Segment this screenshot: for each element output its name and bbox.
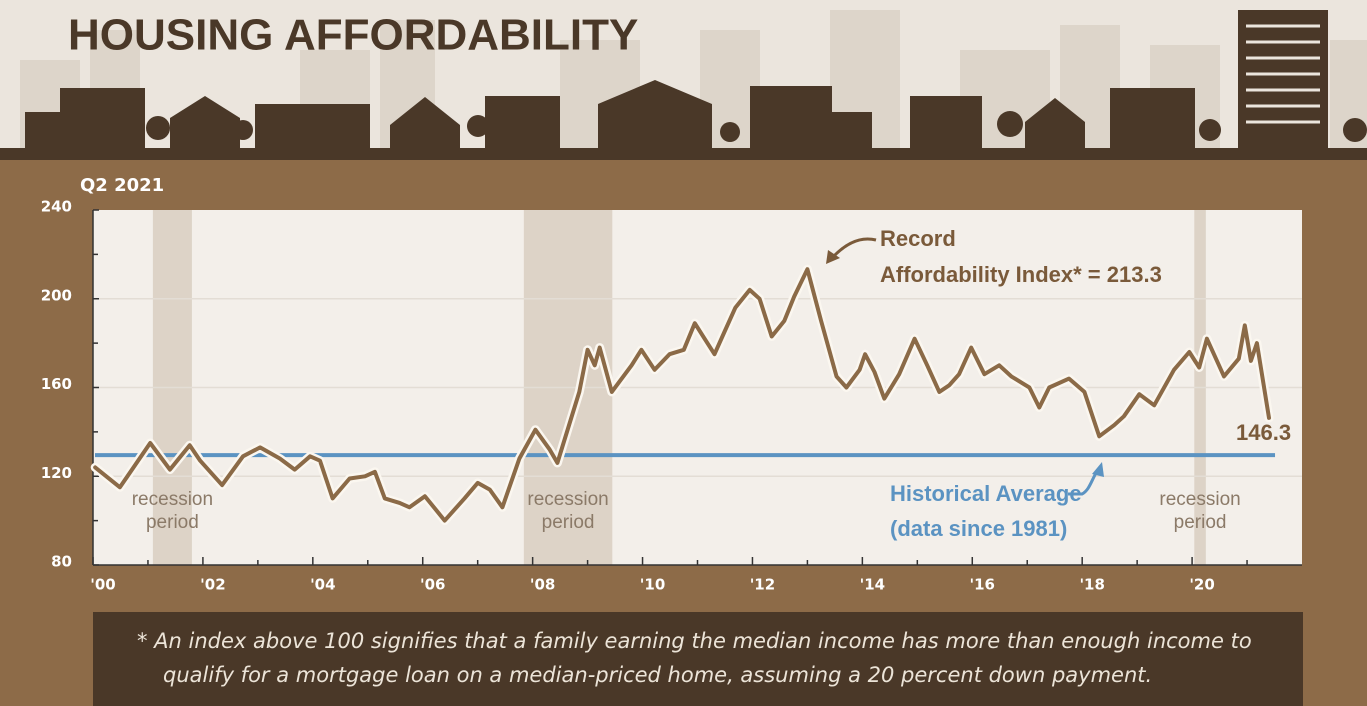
page: HOUSING AFFORDABILITY Q2 2021 80 120 160 20… (0, 0, 1367, 706)
infographic: HOUSING AFFORDABILITY Q2 2021 80 120 160 20… (0, 0, 1367, 706)
x-tick-label: '20 (1189, 576, 1214, 594)
x-tick-label: '10 (640, 576, 665, 594)
recession-label: recession (1159, 489, 1240, 510)
x-tick-label: '14 (860, 576, 885, 594)
y-tick-label: 160 (41, 375, 72, 393)
banner: HOUSING AFFORDABILITY (0, 0, 1367, 160)
average-note: (data since 1981) (890, 516, 1067, 541)
recession-label: period (1174, 512, 1227, 533)
y-tick-label: 80 (51, 553, 72, 571)
y-tick-label: 200 (41, 286, 72, 304)
x-tick-label: '12 (750, 576, 775, 594)
footnote-line: qualify for a mortgage loan on a median-… (163, 663, 1152, 687)
x-tick-label: '18 (1079, 576, 1104, 594)
record-label: Record (880, 226, 956, 251)
y-tick-label: 240 (41, 198, 72, 216)
end-label: 146.3 (1236, 420, 1291, 445)
y-tick-label: 120 (41, 464, 72, 482)
x-tick-label: '08 (530, 576, 555, 594)
chart-title: HOUSING AFFORDABILITY (68, 11, 638, 60)
x-tick-label: '04 (310, 576, 335, 594)
x-tick-label: '02 (200, 576, 225, 594)
chart-subtitle: Q2 2021 (80, 175, 164, 196)
record-label: Affordability Index* = 213.3 (880, 262, 1162, 287)
footnote-line: * An index above 100 signifies that a fa… (137, 629, 1252, 653)
x-tick-label: '16 (970, 576, 995, 594)
footnote-box (93, 612, 1303, 706)
x-tick-label: '06 (420, 576, 445, 594)
recession-label: period (542, 512, 595, 533)
average-label: Historical Average (890, 481, 1082, 506)
recession-label: recession (132, 489, 213, 510)
x-tick-label: '00 (90, 576, 115, 594)
recession-label: period (146, 512, 199, 533)
recession-label: recession (527, 489, 608, 510)
